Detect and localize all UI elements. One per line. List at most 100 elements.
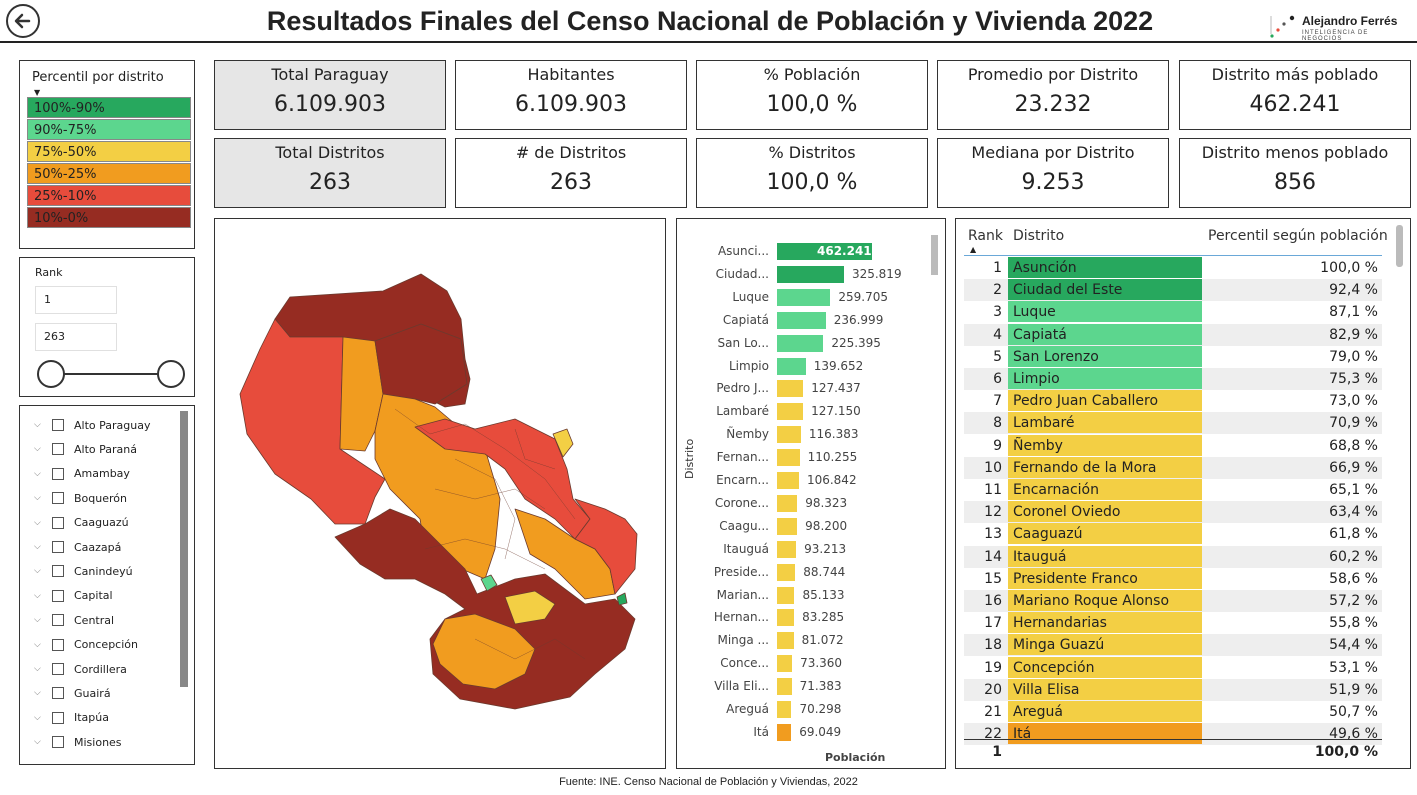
rank-slider-min-handle[interactable]	[37, 360, 65, 388]
table-row[interactable]: 19 Concepción 53,1 %	[964, 656, 1382, 679]
bar[interactable]	[777, 265, 844, 283]
bar[interactable]	[777, 494, 798, 512]
department-item[interactable]: ⌵ Capital	[34, 586, 113, 606]
department-checkbox[interactable]	[52, 663, 64, 675]
chevron-down-icon[interactable]: ⌵	[34, 493, 41, 504]
table-header-rank[interactable]: Rank	[968, 228, 1003, 244]
department-item[interactable]: ⌵ Guairá	[34, 683, 111, 703]
chevron-down-icon[interactable]: ⌵	[34, 712, 41, 723]
chevron-down-icon[interactable]: ⌵	[34, 542, 41, 552]
chevron-down-icon[interactable]: ⌵	[34, 566, 41, 577]
sort-up-icon[interactable]: ▲	[970, 245, 977, 254]
table-row[interactable]: 10 Fernando de la Mora 66,9 %	[964, 456, 1382, 479]
rank-min-input[interactable]: 1	[35, 286, 117, 314]
table-row[interactable]: 21 Areguá 50,7 %	[964, 701, 1382, 723]
department-item[interactable]: ⌵ Amambay	[34, 464, 130, 484]
chevron-down-icon[interactable]: ⌵	[34, 420, 41, 430]
table-row[interactable]: 2 Ciudad del Este 92,4 %	[964, 279, 1382, 302]
department-checkbox[interactable]	[52, 614, 64, 627]
department-checkbox[interactable]	[52, 467, 64, 480]
legend-item[interactable]: 50%-25%	[27, 163, 191, 184]
chevron-down-icon[interactable]: ⌵	[34, 468, 41, 479]
department-checkbox[interactable]	[52, 492, 64, 505]
bar[interactable]	[777, 288, 831, 306]
bar[interactable]	[777, 609, 795, 627]
bar-chart-scrollbar[interactable]	[931, 235, 938, 275]
department-scrollbar[interactable]	[180, 411, 188, 687]
department-checkbox[interactable]	[52, 565, 64, 578]
department-item[interactable]: ⌵ Alto Paraná	[34, 439, 137, 459]
table-row[interactable]: 15 Presidente Franco 58,6 %	[964, 567, 1382, 590]
table-row[interactable]: 5 San Lorenzo 79,0 %	[964, 345, 1382, 368]
bar[interactable]	[777, 243, 872, 260]
department-item[interactable]: ⌵ Caazapá	[34, 537, 121, 557]
legend-item[interactable]: 10%-0%	[27, 207, 191, 228]
table-row[interactable]: 20 Villa Elisa 51,9 %	[964, 678, 1382, 701]
table-scrollbar[interactable]	[1396, 225, 1403, 267]
map-region-center-north[interactable]	[374, 323, 468, 405]
paraguay-map[interactable]	[215, 219, 665, 768]
department-item[interactable]: ⌵ Alto Paraguay	[34, 415, 150, 435]
legend-item[interactable]: 25%-10%	[27, 185, 191, 206]
map-region-east-yellow[interactable]	[552, 428, 574, 458]
chevron-down-icon[interactable]: ⌵	[34, 737, 41, 748]
bar[interactable]	[777, 334, 824, 352]
table-row[interactable]: 6 Limpio 75,3 %	[964, 368, 1382, 390]
chevron-down-icon[interactable]: ⌵	[34, 590, 41, 601]
table-row[interactable]: 1 Asunción 100,0 %	[964, 257, 1382, 279]
chevron-down-icon[interactable]: ⌵	[34, 444, 41, 455]
table-row[interactable]: 14 Itauguá 60,2 %	[964, 545, 1382, 568]
table-row[interactable]: 7 Pedro Juan Caballero 73,0 %	[964, 390, 1382, 412]
department-item[interactable]: ⌵ Canindeyú	[34, 561, 133, 581]
rank-slider-max-handle[interactable]	[157, 360, 185, 388]
table-row[interactable]: 12 Coronel Oviedo 63,4 %	[964, 501, 1382, 524]
map-region-asuncion[interactable]	[480, 574, 498, 592]
map-region-south-orange[interactable]	[432, 613, 536, 690]
map-region-southeast-red[interactable]	[574, 498, 638, 595]
department-item[interactable]: ⌵ Misiones	[34, 732, 122, 752]
district-map[interactable]	[214, 218, 666, 769]
department-item[interactable]: ⌵ Itapúa	[34, 708, 109, 728]
department-checkbox[interactable]	[52, 541, 64, 553]
department-checkbox[interactable]	[52, 443, 64, 456]
department-checkbox[interactable]	[52, 736, 64, 749]
table-row[interactable]: 11 Encarnación 65,1 %	[964, 479, 1382, 501]
bar[interactable]	[777, 449, 800, 467]
bar[interactable]	[777, 540, 797, 558]
map-region-south-yellow[interactable]	[504, 590, 556, 625]
back-button[interactable]	[6, 4, 40, 38]
map-region-south-dark[interactable]	[334, 508, 636, 710]
department-checkbox[interactable]	[52, 711, 64, 724]
table-row[interactable]: 4 Capiatá 82,9 %	[964, 323, 1382, 346]
bar[interactable]	[777, 380, 804, 398]
department-checkbox[interactable]	[52, 516, 64, 529]
bar[interactable]	[777, 563, 796, 581]
chevron-down-icon[interactable]: ⌵	[34, 664, 41, 674]
chevron-down-icon[interactable]: ⌵	[34, 615, 41, 626]
department-item[interactable]: ⌵ Central	[34, 610, 114, 630]
table-row[interactable]: 16 Mariano Roque Alonso 57,2 %	[964, 590, 1382, 612]
bar[interactable]	[777, 655, 793, 673]
bar[interactable]	[777, 472, 799, 489]
rank-slider-track[interactable]	[52, 373, 170, 375]
department-checkbox[interactable]	[52, 687, 64, 700]
legend-item[interactable]: 90%-75%	[27, 119, 191, 140]
bar[interactable]	[777, 632, 794, 650]
bar[interactable]	[777, 517, 798, 535]
bar[interactable]	[777, 311, 826, 329]
legend-item[interactable]: 75%-50%	[27, 141, 191, 162]
bar[interactable]	[777, 403, 804, 421]
sort-down-icon[interactable]: ▼	[34, 88, 41, 97]
table-row[interactable]: 9 Ñemby 68,8 %	[964, 434, 1382, 457]
department-checkbox[interactable]	[52, 419, 64, 431]
legend-item[interactable]: 100%-90%	[27, 97, 191, 118]
table-row[interactable]: 17 Hernandarias 55,8 %	[964, 612, 1382, 634]
map-region-cde[interactable]	[616, 592, 628, 606]
chevron-down-icon[interactable]: ⌵	[34, 639, 41, 650]
rank-max-input[interactable]: 263	[35, 323, 117, 351]
table-row[interactable]: 18 Minga Guazú 54,4 %	[964, 634, 1382, 657]
bar[interactable]	[777, 357, 806, 375]
department-checkbox[interactable]	[52, 638, 64, 651]
table-header-distrito[interactable]: Distrito	[1013, 228, 1065, 244]
chevron-down-icon[interactable]: ⌵	[34, 688, 41, 699]
